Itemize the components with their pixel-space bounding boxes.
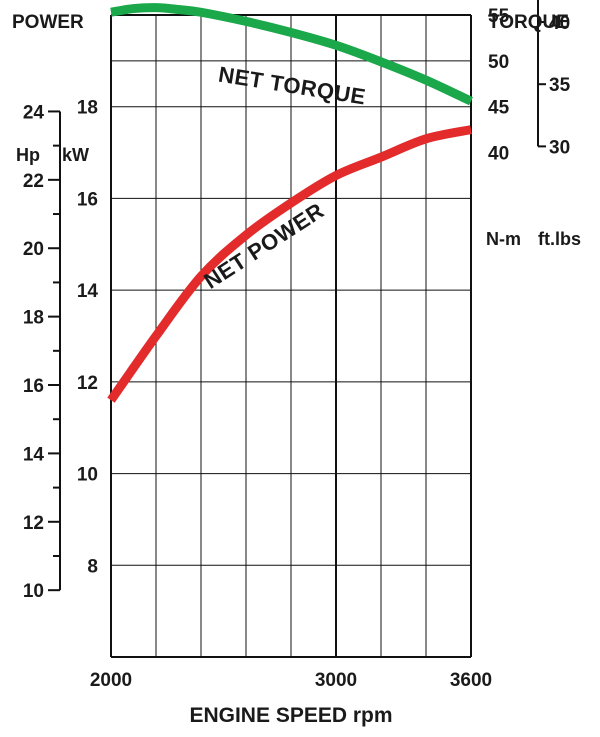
hp-tick-label: 20 (23, 239, 44, 260)
torque-axis-header: TORQUE (488, 12, 569, 33)
kw-tick-label: 14 (77, 281, 99, 302)
x-axis-title: ENGINE SPEED rpm (189, 704, 392, 727)
hp-tick-label: 22 (23, 171, 44, 192)
kw-tick-label: 12 (77, 373, 98, 394)
hp-tick-label: 18 (23, 308, 44, 329)
x-tick-label: 3000 (315, 670, 357, 691)
hp-unit-label: Hp (16, 145, 40, 165)
kw-tick-label: 8 (87, 556, 98, 577)
kw-tick-label: 10 (77, 465, 98, 486)
net-power-curve (107, 125, 472, 403)
power-axis-header: POWER (12, 12, 84, 33)
hp-tick-label: 16 (23, 376, 44, 397)
ftlb-tick-label: 30 (549, 137, 570, 158)
ftlb-tick-label: 35 (549, 75, 571, 96)
hp-tick-label: 12 (23, 513, 44, 534)
hp-tick-label: 14 (23, 444, 45, 465)
ftlb-tick-label: 40 (549, 13, 570, 34)
x-tick-label: 3600 (450, 670, 492, 691)
nm-unit-label: N-m (486, 229, 521, 249)
kw-unit-label: kW (62, 145, 89, 165)
net-torque-label: NET TORQUE (217, 62, 368, 110)
nm-tick-label: 45 (488, 98, 510, 119)
axes: 2000 3000 3600 8 10 12 14 16 18 10 12 14 16 18 20 22 24 4… (23, 0, 571, 691)
nm-tick-label: 50 (488, 52, 509, 73)
net-power-label: NET POWER (199, 198, 328, 294)
kw-tick-label: 16 (77, 189, 98, 210)
hp-tick-label: 24 (23, 102, 45, 123)
x-tick-label: 2000 (90, 670, 132, 691)
hp-tick-label: 10 (23, 581, 44, 602)
nm-tick-label: 55 (488, 6, 510, 27)
nm-tick-label: 40 (488, 144, 509, 165)
net-torque-curve (110, 3, 473, 106)
kw-tick-label: 18 (77, 98, 98, 119)
ftlb-unit-label: ft.lbs (538, 229, 581, 249)
